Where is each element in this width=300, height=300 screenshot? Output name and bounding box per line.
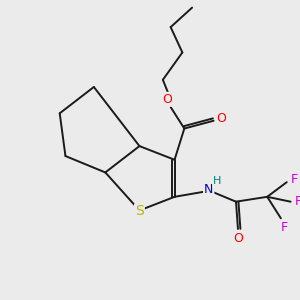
Text: F: F — [291, 173, 298, 186]
Text: O: O — [216, 112, 226, 125]
Text: F: F — [295, 195, 300, 208]
Text: O: O — [233, 232, 243, 245]
Text: S: S — [135, 204, 144, 218]
Text: N: N — [204, 184, 213, 196]
Text: O: O — [162, 93, 172, 106]
Text: H: H — [213, 176, 222, 186]
Text: F: F — [281, 220, 288, 233]
